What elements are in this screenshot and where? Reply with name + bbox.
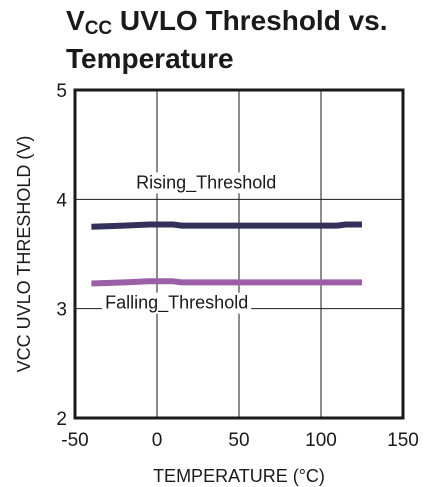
series-label-falling-threshold: Falling_Threshold [105,293,248,314]
title-v: V [66,5,85,36]
x-tick-label: 50 [228,430,249,451]
plot-frame [73,88,405,420]
series-label-background [102,292,252,314]
title-line2: Temperature [66,43,234,74]
title-subscript: CC [84,18,113,39]
series-line-rising-threshold [91,221,362,230]
y-tick-label: 5 [56,81,67,102]
y-tick-label: 4 [56,190,67,211]
series-label-rising-threshold: Rising_Threshold [136,172,276,193]
x-tick-label: -50 [61,430,88,451]
x-tick-label: 0 [152,430,163,451]
title-line1-rest: UVLO Threshold vs. [112,5,388,36]
series-label-background [133,172,280,194]
chart-title: VCC UVLO Threshold vs. Temperature [66,6,426,74]
y-tick-label: 2 [56,409,67,430]
series-line-falling-threshold [91,278,362,287]
y-axis-label: VCC UVLO THRESHOLD (V) [14,136,34,373]
x-tick-label: 150 [387,430,419,451]
y-tick-label: 3 [56,300,67,321]
x-tick-label: 100 [305,430,337,451]
x-axis-label: TEMPERATURE (°C) [153,466,325,486]
